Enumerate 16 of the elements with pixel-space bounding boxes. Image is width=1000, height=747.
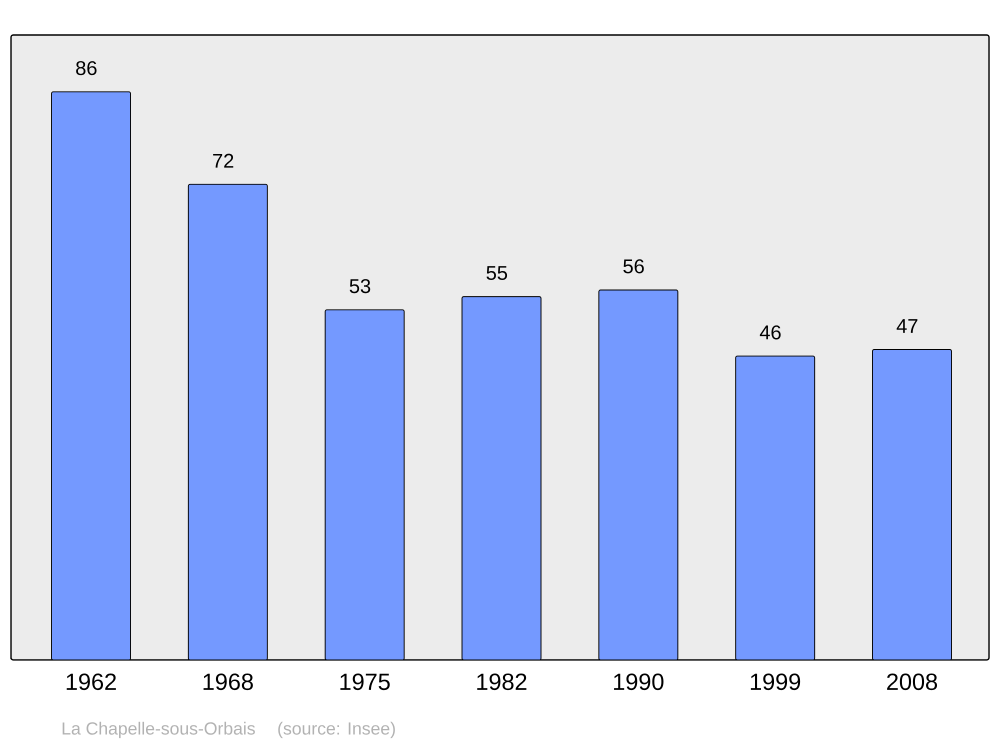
x-tick-label: 1990 (614, 674, 664, 690)
x-tick-label: 1999 (750, 674, 800, 690)
text: (source: Insee) (278, 722, 395, 738)
data-label: 46 (760, 325, 781, 340)
data-label: 47 (896, 319, 918, 333)
data-label: 86 (76, 61, 97, 76)
x-tick-label: 1975 (340, 674, 390, 690)
text: La Chapelle-sous-Orbais (62, 722, 255, 738)
data-label: 56 (623, 259, 644, 274)
data-label: 53 (350, 279, 370, 294)
data-label: 72 (213, 154, 234, 168)
x-tick-label: 2008 (887, 674, 938, 690)
x-tick-label: 1962 (66, 674, 116, 690)
x-tick-label: 1982 (477, 674, 526, 690)
data-label: 55 (486, 266, 508, 280)
x-tick-label: 1968 (204, 674, 253, 690)
